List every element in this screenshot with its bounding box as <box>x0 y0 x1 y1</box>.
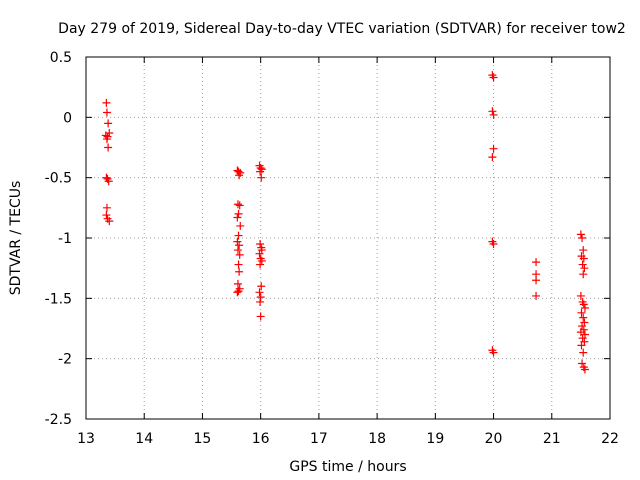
data-point <box>489 110 498 119</box>
data-point <box>257 256 266 265</box>
data-point <box>489 240 498 249</box>
data-point <box>579 313 588 322</box>
data-point <box>532 258 541 267</box>
data-point <box>257 173 266 182</box>
data-point <box>488 107 497 116</box>
data-point <box>579 300 588 309</box>
data-point <box>256 240 265 249</box>
x-axis-label: GPS time / hours <box>289 459 406 475</box>
chart-title: Day 279 of 2019, Sidereal Day-to-day VTE… <box>58 21 626 37</box>
data-point <box>577 341 586 350</box>
data-point <box>104 143 113 152</box>
x-tick-label: 17 <box>310 431 328 447</box>
data-point <box>104 119 113 128</box>
data-point <box>102 98 111 107</box>
data-point <box>578 322 587 331</box>
data-point <box>257 282 266 291</box>
data-point <box>233 246 242 255</box>
data-point <box>234 209 243 218</box>
axis-ticks <box>85 56 611 420</box>
data-point <box>105 217 114 226</box>
x-tick-label: 21 <box>543 431 561 447</box>
data-point <box>579 246 588 255</box>
y-tick-label: -2.5 <box>45 412 72 428</box>
data-point <box>256 297 265 306</box>
data-point <box>235 250 244 259</box>
data-point <box>576 291 585 300</box>
data-point <box>235 267 244 276</box>
x-tick-label: 18 <box>368 431 386 447</box>
data-point <box>256 260 265 269</box>
data-point <box>256 312 265 321</box>
data-point <box>489 73 498 82</box>
data-point <box>579 348 588 357</box>
data-point <box>532 291 541 300</box>
y-tick-labels: 0.5 0 -0.5 -1 -1.5 -2 -2.5 <box>45 50 72 428</box>
data-point <box>580 365 589 374</box>
data-point <box>578 234 587 242</box>
data-point <box>233 279 242 288</box>
data-point <box>489 144 498 153</box>
data-points <box>101 71 589 374</box>
data-point <box>578 359 587 368</box>
y-tick-label: -2 <box>58 352 72 368</box>
data-point <box>576 328 585 337</box>
data-point <box>105 129 114 138</box>
data-point <box>234 231 243 240</box>
plot-frame <box>85 56 611 420</box>
x-tick-label: 14 <box>135 431 153 447</box>
data-point <box>102 135 111 144</box>
data-point <box>488 153 497 162</box>
data-point <box>104 177 113 186</box>
data-point <box>580 264 589 273</box>
y-axis-label: SDTVAR / TECUs <box>8 181 24 296</box>
data-point <box>255 249 264 258</box>
data-point <box>233 200 242 209</box>
y-tick-label: 0 <box>63 110 72 126</box>
data-point <box>235 171 244 180</box>
data-point <box>578 334 587 343</box>
data-point <box>579 254 588 263</box>
x-tick-label: 19 <box>426 431 444 447</box>
data-point <box>102 108 111 117</box>
data-point <box>235 201 244 210</box>
data-point <box>236 221 245 230</box>
y-tick-label: -1 <box>58 231 72 247</box>
data-point <box>235 241 244 250</box>
x-tick-label: 16 <box>252 431 270 447</box>
data-point <box>233 213 242 222</box>
y-tick-label: -0.5 <box>45 171 72 187</box>
grid <box>86 57 610 419</box>
data-point <box>489 348 498 357</box>
y-tick-label: -1.5 <box>45 291 72 307</box>
data-point <box>102 203 111 212</box>
y-tick-label: 0.5 <box>50 50 72 66</box>
data-point <box>576 230 585 239</box>
data-point <box>580 303 589 312</box>
x-tick-label: 20 <box>485 431 503 447</box>
data-point <box>233 288 242 297</box>
data-point <box>102 211 111 220</box>
data-point <box>255 288 264 297</box>
data-point <box>256 167 265 176</box>
data-point <box>234 260 243 269</box>
data-point <box>234 287 243 296</box>
data-point <box>233 237 242 246</box>
data-point <box>532 276 541 285</box>
data-point <box>578 260 587 269</box>
x-tick-label: 15 <box>194 431 212 447</box>
x-tick-label: 13 <box>77 431 95 447</box>
data-point <box>577 308 586 317</box>
x-tick-labels: 13 14 15 16 17 18 19 20 21 22 <box>77 431 619 447</box>
x-tick-label: 22 <box>601 431 619 447</box>
data-point <box>579 270 588 279</box>
